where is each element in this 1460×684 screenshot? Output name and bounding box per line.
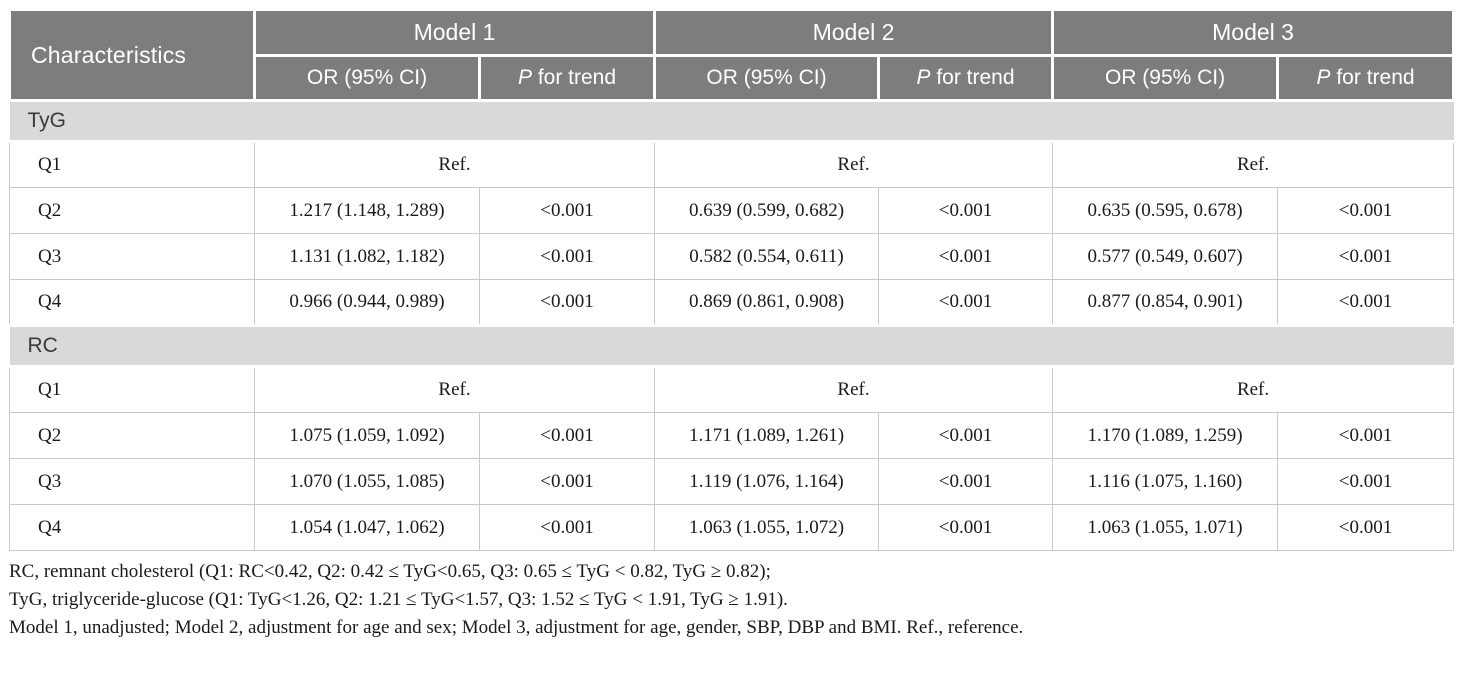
- or-ci-header-m3: OR (95% CI): [1051, 54, 1280, 102]
- results-table: Characteristics Model 1 Model 2 Model 3 …: [8, 8, 1456, 551]
- p-for-trend-rest: for trend: [930, 66, 1015, 89]
- characteristics-header: Characteristics: [8, 8, 256, 102]
- p-for-trend-italic: P: [916, 66, 931, 89]
- or-ci-header-m2: OR (95% CI): [653, 54, 881, 102]
- footnote-tyg-definition: TyG, triglyceride-glucose (Q1: TyG<1.26,…: [9, 589, 788, 610]
- p-cell-m1: <0.001: [478, 504, 656, 551]
- p-for-trend-italic: P: [1316, 66, 1331, 89]
- p-for-trend-header-m2: P for trend: [877, 54, 1055, 102]
- footnote-models-definition: Model 1, unadjusted; Model 2, adjustment…: [9, 617, 1024, 638]
- p-for-trend-rest: for trend: [531, 66, 617, 89]
- section-label-tyg: TyG: [9, 99, 1454, 143]
- or-cell-m3: 0.877 (0.854, 0.901): [1052, 279, 1279, 326]
- p-cell-m2: <0.001: [878, 412, 1054, 459]
- footnote-rc-definition: RC, remnant cholesterol (Q1: RC<0.42, Q2…: [9, 561, 771, 582]
- row-label-cell: Q3: [9, 458, 255, 505]
- p-for-trend-header-m1: P for trend: [477, 54, 657, 102]
- table-row: Q2 1.075 (1.059, 1.092) <0.001 1.171 (1.…: [9, 412, 1455, 459]
- row-label-cell: Q2: [9, 412, 255, 459]
- row-label-cell: Q1: [9, 366, 255, 413]
- p-for-trend-italic: P: [517, 66, 532, 89]
- or-ci-header-m1: OR (95% CI): [253, 54, 481, 102]
- p-cell-m1: <0.001: [478, 279, 656, 326]
- table-header: Characteristics Model 1 Model 2 Model 3 …: [8, 8, 1456, 102]
- or-cell-m1: 1.054 (1.047, 1.062): [254, 504, 480, 551]
- p-cell-m2: <0.001: [878, 187, 1054, 234]
- p-cell-m3: <0.001: [1277, 187, 1455, 234]
- or-cell-m3: 0.577 (0.549, 0.607): [1052, 233, 1279, 280]
- p-cell-m1: <0.001: [478, 187, 656, 234]
- p-cell-m2: <0.001: [878, 458, 1054, 505]
- p-cell-m3: <0.001: [1277, 279, 1455, 326]
- or-cell-m2: 0.639 (0.599, 0.682): [654, 187, 880, 234]
- or-cell-m2: 1.171 (1.089, 1.261): [654, 412, 880, 459]
- p-cell-m3: <0.001: [1277, 458, 1455, 505]
- p-cell-m2: <0.001: [878, 504, 1054, 551]
- p-cell-m1: <0.001: [478, 412, 656, 459]
- row-label-cell: Q4: [9, 279, 255, 326]
- or-cell-m1: 1.070 (1.055, 1.085): [254, 458, 480, 505]
- or-cell-m3: 1.116 (1.075, 1.160): [1052, 458, 1279, 505]
- section-row-tyg: TyG: [9, 99, 1454, 143]
- p-cell-m2: <0.001: [878, 279, 1054, 326]
- row-label-cell: Q4: [9, 504, 255, 551]
- or-cell-m1: 0.966 (0.944, 0.989): [254, 279, 480, 326]
- p-cell-m3: <0.001: [1277, 504, 1455, 551]
- table-row: Q4 1.054 (1.047, 1.062) <0.001 1.063 (1.…: [9, 504, 1455, 551]
- or-cell-m2: 0.869 (0.861, 0.908): [654, 279, 880, 326]
- table-row: Q4 0.966 (0.944, 0.989) <0.001 0.869 (0.…: [9, 279, 1455, 326]
- page: Characteristics Model 1 Model 2 Model 3 …: [8, 8, 1456, 642]
- ref-cell-m3: Ref.: [1052, 141, 1455, 188]
- table-row: Q1 Ref. Ref. Ref.: [9, 366, 1455, 413]
- model-3-header: Model 3: [1051, 8, 1456, 57]
- model-1-header: Model 1: [252, 8, 657, 57]
- model-header-row: Characteristics Model 1 Model 2 Model 3: [8, 8, 1456, 102]
- ref-cell-m3: Ref.: [1052, 366, 1455, 413]
- table-row: Q2 1.217 (1.148, 1.289) <0.001 0.639 (0.…: [9, 187, 1455, 234]
- table-row: Q3 1.131 (1.082, 1.182) <0.001 0.582 (0.…: [9, 233, 1455, 280]
- or-cell-m1: 1.217 (1.148, 1.289): [254, 187, 480, 234]
- p-cell-m3: <0.001: [1277, 233, 1455, 280]
- or-cell-m2: 0.582 (0.554, 0.611): [654, 233, 880, 280]
- section-row-rc: RC: [9, 324, 1454, 368]
- ref-cell-m2: Ref.: [654, 141, 1054, 188]
- or-cell-m1: 1.075 (1.059, 1.092): [254, 412, 480, 459]
- p-cell-m2: <0.001: [878, 233, 1054, 280]
- table-row: Q3 1.070 (1.055, 1.085) <0.001 1.119 (1.…: [9, 458, 1455, 505]
- p-cell-m1: <0.001: [478, 458, 656, 505]
- p-for-trend-header-m3: P for trend: [1276, 54, 1456, 102]
- or-cell-m2: 1.119 (1.076, 1.164): [654, 458, 880, 505]
- table-row: Q1 Ref. Ref. Ref.: [9, 141, 1455, 188]
- section-label-rc: RC: [9, 324, 1454, 368]
- ref-cell-m1: Ref.: [253, 366, 656, 413]
- or-cell-m1: 1.131 (1.082, 1.182): [254, 233, 480, 280]
- ref-cell-m1: Ref.: [253, 141, 656, 188]
- ref-cell-m2: Ref.: [654, 366, 1054, 413]
- row-label-cell: Q2: [9, 187, 255, 234]
- p-for-trend-rest: for trend: [1330, 66, 1415, 89]
- or-cell-m3: 1.170 (1.089, 1.259): [1052, 412, 1279, 459]
- row-label-cell: Q1: [9, 141, 255, 188]
- sub-header-row: OR (95% CI) P for trend OR (95% CI) P fo…: [10, 54, 1456, 102]
- table-body: TyG Q1 Ref. Ref. Ref. Q2 1.217 (1.148, 1…: [9, 99, 1455, 551]
- or-cell-m2: 1.063 (1.055, 1.072): [654, 504, 880, 551]
- model-2-header: Model 2: [653, 8, 1055, 57]
- p-cell-m3: <0.001: [1277, 412, 1455, 459]
- or-cell-m3: 1.063 (1.055, 1.071): [1052, 504, 1279, 551]
- footnotes: RC, remnant cholesterol (Q1: RC<0.42, Q2…: [8, 558, 1452, 642]
- row-label-cell: Q3: [9, 233, 255, 280]
- p-cell-m1: <0.001: [478, 233, 656, 280]
- or-cell-m3: 0.635 (0.595, 0.678): [1052, 187, 1279, 234]
